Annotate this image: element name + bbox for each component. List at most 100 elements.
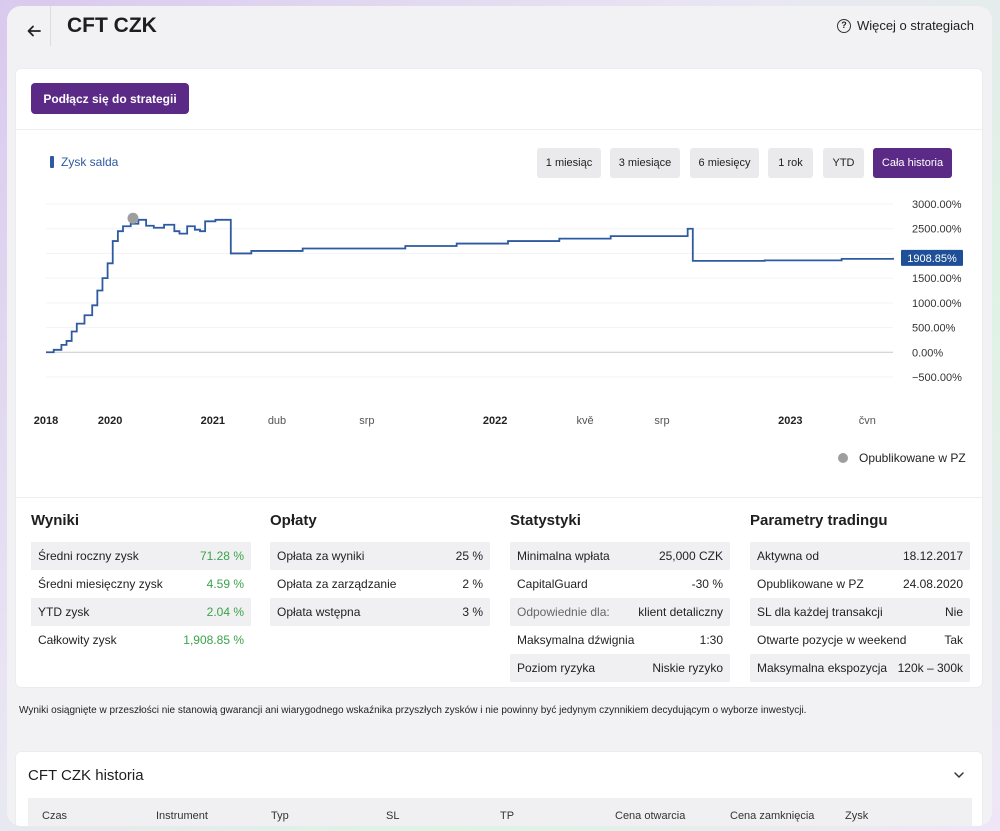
params-row-value: Nie: [944, 605, 963, 619]
history-column-header: SL: [386, 810, 400, 822]
stats-row-value: -30 %: [691, 577, 723, 591]
stats-row-value: 1:30: [699, 633, 723, 647]
params-row-label: SL dla każdej transakcji: [757, 605, 883, 619]
params-row: SL dla każdej transakcji Nie: [750, 598, 970, 626]
results-title: Wyniki: [31, 512, 80, 529]
x-tick-label: 2018: [34, 415, 58, 427]
results-row: Średni miesięczny zysk 4.59 %: [31, 570, 251, 598]
published-marker: [127, 212, 139, 224]
published-legend-label: Opublikowane w PZ: [859, 451, 966, 465]
params-row: Aktywna od 18.12.2017: [750, 542, 970, 570]
params-row: Opublikowane w PZ 24.08.2020: [750, 570, 970, 598]
results-row-label: YTD zysk: [38, 605, 90, 619]
fees-row-label: Opłata wstępna: [277, 605, 361, 619]
legend-swatch: [50, 156, 54, 168]
fees-row-value: 2 %: [462, 577, 483, 591]
arrow-left-icon: [27, 25, 41, 37]
range-1-month[interactable]: 1 miesiąc: [537, 148, 601, 178]
params-row-value: 18.12.2017: [902, 549, 963, 563]
back-button[interactable]: [17, 14, 51, 48]
stats-row-label: Maksymalna dźwignia: [517, 633, 635, 647]
params-row-label: Maksymalna ekspozycja: [757, 661, 888, 675]
params-row-label: Opublikowane w PZ: [757, 577, 864, 591]
y-tick-label: 3000.00%: [912, 199, 962, 211]
x-tick-label: čvn: [859, 415, 876, 427]
stats-row: Maksymalna dźwignia 1:30: [510, 626, 730, 654]
strategy-card: Podłącz się do strategii Zysk salda 1 mi…: [15, 68, 983, 688]
range-1-year[interactable]: 1 rok: [768, 148, 813, 178]
results-row-label: Średni miesięczny zysk: [38, 577, 163, 591]
stats-row-label: Odpowiednie dla:: [517, 605, 610, 619]
x-tick-label: kvě: [576, 415, 593, 427]
history-column-header: Cena otwarcia: [615, 810, 686, 822]
range-6-months[interactable]: 6 miesięcy: [690, 148, 759, 178]
x-tick-label: 2021: [201, 415, 225, 427]
stats-row-label: Poziom ryzyka: [517, 661, 596, 675]
question-circle-icon: ?: [836, 18, 851, 33]
x-tick-label: 2023: [778, 415, 802, 427]
current-value-badge: [901, 249, 963, 266]
results-row: YTD zysk 2.04 %: [31, 598, 251, 626]
range-ytd[interactable]: YTD: [823, 148, 864, 178]
disclaimer: Wyniki osiągnięte w przeszłości nie stan…: [19, 705, 807, 716]
history-column-header: Cena zamknięcia: [730, 810, 815, 822]
results-row: Całkowity zysk 1,908.85 %: [31, 626, 251, 654]
x-tick-label: dub: [268, 415, 286, 427]
range-3-months[interactable]: 3 miesiące: [610, 148, 680, 178]
results-row: Średni roczny zysk 71.28 %: [31, 542, 251, 570]
history-title: CFT CZK historia: [28, 767, 144, 784]
stats-row-label: Minimalna wpłata: [517, 549, 610, 563]
stats-title: Statystyki: [510, 512, 581, 529]
history-column-header: TP: [500, 810, 515, 822]
history-card: CFT CZK historia Czas Instrument Typ SL TP Ce…: [15, 751, 983, 826]
legend-label: Zysk salda: [61, 155, 119, 169]
fees-row-label: Opłata za wyniki: [277, 549, 365, 563]
y-tick-label: 1500.00%: [912, 273, 962, 285]
stats-row: Odpowiednie dla: klient detaliczny: [510, 598, 730, 626]
chevron-down-icon[interactable]: [952, 768, 966, 782]
more-about-strategies-link[interactable]: ? Więcej o strategiach: [836, 18, 974, 33]
results-row-label: Średni roczny zysk: [38, 549, 139, 563]
params-row-value: 120k – 300k: [897, 661, 963, 675]
params-row-value: Tak: [944, 633, 963, 647]
published-marker-icon: [838, 453, 848, 463]
fees-row-value: 3 %: [462, 605, 483, 619]
fees-row: Opłata za wyniki 25 %: [270, 542, 490, 570]
history-column-header: Czas: [42, 810, 68, 822]
results-row-value: 1,908.85 %: [183, 633, 244, 647]
x-tick-label: srp: [654, 415, 669, 427]
series-line: [46, 218, 894, 354]
params-row-label: Aktywna od: [757, 549, 820, 563]
divider: [16, 129, 982, 130]
published-legend: Opublikowane w PZ: [838, 451, 966, 465]
connect-strategy-button[interactable]: Podłącz się do strategii: [31, 83, 189, 114]
stats-row-value: klient detaliczny: [638, 605, 723, 619]
params-row: Maksymalna ekspozycja 120k – 300k: [750, 654, 970, 682]
x-tick-label: srp: [359, 415, 374, 427]
fees-row-label: Opłata za zarządzanie: [277, 577, 397, 591]
stats-row-label: CapitalGuard: [517, 577, 588, 591]
stats-section: Statystyki Minimalna wpłata 25,000 CZK Cap…: [510, 512, 730, 682]
stats-row: CapitalGuard -30 %: [510, 570, 730, 598]
range-all-history[interactable]: Cała historia: [873, 148, 952, 178]
fees-row-value: 25 %: [455, 549, 483, 563]
history-table-header: Czas Instrument Typ SL TP Cena otwarcia Cena z…: [28, 798, 972, 826]
x-tick-label: 2022: [483, 415, 507, 427]
params-row-value: 24.08.2020: [902, 577, 963, 591]
fees-title: Opłaty: [270, 512, 317, 529]
params-row-label: Otwarte pozycje w weekend: [757, 633, 907, 647]
results-row-label: Całkowity zysk: [38, 633, 117, 647]
page-title: CFT CZK: [67, 14, 157, 37]
history-column-header: Instrument: [156, 810, 208, 822]
stats-row: Poziom ryzyka Niskie ryzyko: [510, 654, 730, 682]
fees-row: Opłata za zarządzanie 2 %: [270, 570, 490, 598]
history-column-header: Typ: [271, 810, 289, 822]
fees-row: Opłata wstępna 3 %: [270, 598, 490, 626]
stats-row-value: 25,000 CZK: [658, 549, 723, 563]
divider: [16, 497, 982, 498]
y-tick-label: −500.00%: [912, 372, 962, 384]
y-tick-label: 0.00%: [912, 347, 943, 359]
stats-row-value: Niskie ryzyko: [652, 661, 723, 675]
fees-section: Opłaty Opłata za wyniki 25 % Opłata za zar…: [270, 512, 490, 626]
results-row-value: 4.59 %: [206, 577, 244, 591]
